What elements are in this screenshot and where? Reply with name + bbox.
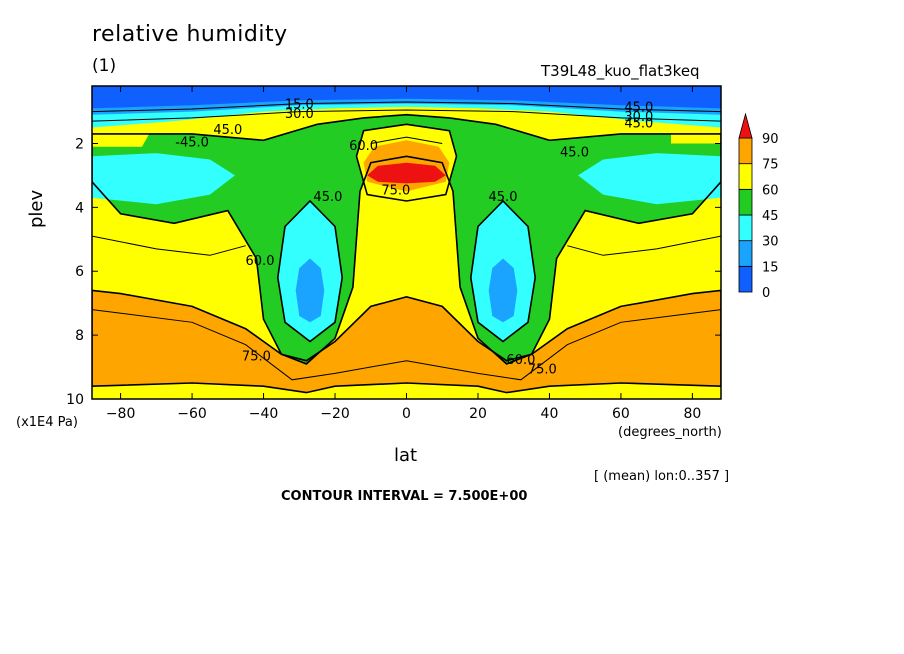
contour-label: 60.0: [349, 139, 378, 154]
x-tick-label: 20: [469, 406, 487, 422]
colorbar-swatch: [738, 214, 753, 242]
contour-line: [92, 309, 721, 381]
y-tick-label: 6: [75, 264, 84, 280]
contour-line-layer: [92, 101, 721, 394]
contour-line: [92, 235, 246, 256]
x-tick-label: −60: [177, 406, 207, 422]
y-axis-ticks: 2 4 6 8 10: [66, 136, 721, 408]
contour-label: 60.0: [246, 254, 275, 269]
x-tick-label: 0: [402, 406, 411, 422]
chart-subtitle: (1): [92, 56, 117, 76]
run-name: T39L48_kuo_flat3keq: [541, 62, 700, 80]
contour-label: -45.0: [175, 136, 209, 151]
region-0-15-top: [92, 86, 721, 109]
y-tick-label: 8: [75, 328, 84, 344]
contour-line: [92, 101, 721, 113]
colorbar-label: 45: [762, 209, 779, 224]
region-60-75-surface: [92, 383, 721, 399]
y-tick-label: 10: [66, 392, 84, 408]
region-45-60: [92, 114, 721, 364]
contour-interval: CONTOUR INTERVAL = 7.500E+00: [281, 489, 528, 504]
colorbar-swatch: [738, 240, 753, 267]
x-tick-label: −40: [249, 406, 279, 422]
contour-label: 45.0: [560, 145, 589, 160]
contour-label: 15.0: [285, 97, 314, 112]
colorbar-label: 60: [762, 183, 779, 198]
colorbar-swatch: [738, 163, 753, 190]
contour-line: [92, 109, 721, 122]
contour-line: [370, 136, 443, 144]
contour-label: 60.0: [506, 353, 535, 368]
contour-label: 30.0: [285, 107, 314, 122]
x-tick-label: 40: [541, 406, 559, 422]
x-tick-label: −80: [106, 406, 136, 422]
region-30-45-north-pool: [578, 153, 721, 205]
colorbar-label: 0: [762, 286, 770, 301]
contour-line-bold: [276, 199, 344, 343]
colorbar-swatch: [738, 265, 753, 293]
region-15-30-south-min: [295, 258, 325, 323]
colorbar-label: 15: [762, 260, 779, 275]
contour-fill-layer: [92, 86, 721, 399]
x-tick-label: 60: [612, 406, 630, 422]
region-75-90-boundary-layer: [92, 290, 721, 393]
contour-label: 75.0: [242, 350, 271, 365]
contour-labels: 15.030.045.0-45.0 60.075.045.0 45.045.060.…: [175, 97, 653, 377]
y-axis-units: (x1E4 Pa): [16, 415, 78, 430]
colorbar-swatch: [738, 188, 753, 216]
contour-line-bold: [469, 199, 537, 343]
chart-title: relative humidity: [92, 22, 288, 47]
mean-note: [ (mean) lon:0..357 ]: [594, 469, 730, 484]
contour-label: 45.0: [624, 117, 653, 132]
x-tick-label: −20: [320, 406, 350, 422]
contour-line-bold: [92, 289, 721, 394]
contour-line-bold: [92, 113, 721, 365]
contour-label: 45.0: [213, 123, 242, 138]
y-tick-label: 4: [75, 200, 84, 216]
colorbar-label: 75: [762, 158, 779, 173]
colorbar-label: 30: [762, 235, 779, 250]
contour-label: 45.0: [624, 101, 653, 116]
colorbar-extend-arrow: [738, 112, 753, 139]
contour-line-bold: [355, 123, 458, 202]
x-axis-ticks: −80 −60 −40 −20 0 20 40 60 80: [106, 86, 701, 422]
x-tick-label: 80: [683, 406, 701, 422]
y-tick-label: 2: [75, 136, 84, 152]
region-90-equator: [367, 162, 446, 184]
colorbar-swatch: [738, 137, 753, 165]
region-30-45-south-pool: [92, 153, 235, 205]
region-60-75-np-edge: [671, 127, 721, 144]
contour-label: 75.0: [381, 184, 410, 199]
contour-label: 45.0: [313, 190, 342, 205]
x-axis-units: (degrees_north): [618, 425, 722, 440]
contour-label: 30.0: [624, 110, 653, 125]
colorbar-label: 90: [762, 132, 779, 147]
colorbar: 0 15 30 45 60 75 90: [738, 112, 779, 301]
contour-label: 45.0: [489, 190, 518, 205]
contour-line: [567, 235, 721, 256]
x-axis-label: lat: [394, 445, 418, 466]
region-15-30-north-min: [488, 258, 518, 323]
contour-label: 75.0: [528, 362, 557, 377]
